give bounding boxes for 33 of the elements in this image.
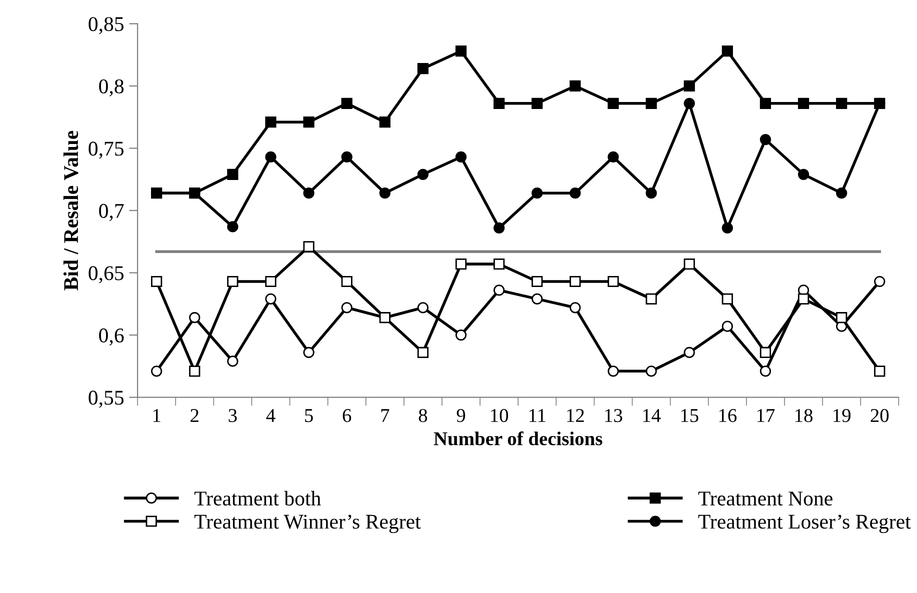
x-tick-label: 3 — [228, 409, 237, 422]
x-tick-label: 20 — [870, 408, 889, 422]
legend-label: Treatment both — [194, 490, 321, 506]
x-axis-title: Number of decisions — [434, 431, 602, 446]
y-tick-label: 0,75 — [88, 142, 124, 159]
x-tick-label: 11 — [529, 409, 546, 422]
x-tick-label: 1 — [153, 409, 160, 422]
x-tick-label: 2 — [190, 409, 198, 422]
x-tick-label: 17 — [757, 409, 775, 422]
y-tick-label: 0,65 — [88, 266, 124, 284]
y-tick-label: 0,55 — [88, 390, 124, 408]
x-tick-label: 6 — [342, 409, 352, 422]
x-tick-label: 15 — [681, 409, 698, 422]
y-tick-label: 0,7 — [99, 204, 124, 221]
x-tick-label: 16 — [719, 409, 737, 422]
legend-label: Treatment Loser’s Regret — [698, 514, 911, 534]
x-tick-label: 9 — [456, 409, 466, 422]
x-tick-label: 18 — [796, 408, 812, 422]
x-tick-label: 19 — [834, 409, 851, 422]
y-tick-label: 0,8 — [99, 79, 124, 96]
y-tick-label: 0,85 — [88, 17, 124, 34]
x-tick-label: 12 — [567, 409, 584, 422]
legend-label: Treatment None — [698, 492, 832, 506]
y-axis-title: Bid / Resale Value — [63, 130, 78, 290]
x-tick-label: 4 — [266, 409, 276, 422]
x-tick-label: 7 — [381, 409, 390, 422]
legend-label: Treatment Winner’s Regret — [194, 514, 421, 534]
x-tick-label: 10 — [491, 408, 508, 422]
x-tick-label: 14 — [643, 409, 661, 422]
x-tick-label: 8 — [418, 408, 428, 422]
x-tick-label: 5 — [305, 409, 313, 422]
y-tick-label: 0,6 — [99, 328, 124, 346]
x-tick-label: 13 — [605, 409, 622, 422]
